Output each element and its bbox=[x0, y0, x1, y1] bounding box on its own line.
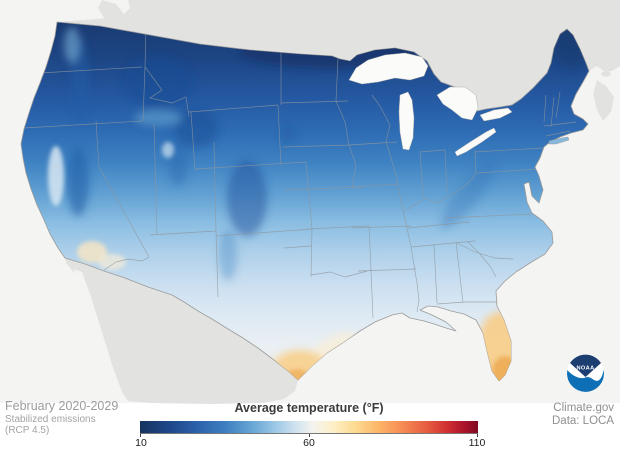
noaa-logo-text: NOAA bbox=[576, 366, 594, 372]
prince-edward-island bbox=[601, 71, 611, 77]
noaa-logo-wave bbox=[566, 369, 604, 392]
long-island bbox=[548, 136, 570, 145]
lake-erie bbox=[454, 127, 497, 157]
colorbar-tick-max bbox=[477, 434, 478, 437]
mexico-landmass bbox=[65, 258, 298, 404]
lake-huron bbox=[436, 86, 479, 121]
nova-scotia bbox=[593, 80, 614, 121]
canada-landmass bbox=[57, 0, 620, 111]
colorbar-title: Average temperature (°F) bbox=[234, 401, 384, 415]
lake-ontario bbox=[479, 107, 513, 122]
noaa-logo: NOAA bbox=[566, 354, 604, 392]
lake-superior bbox=[348, 52, 429, 85]
great-lakes bbox=[348, 52, 513, 157]
data-source-credit: Data: LOCA bbox=[552, 415, 614, 427]
scenario-label-line1: Stabilized emissions bbox=[5, 414, 96, 425]
colorbar-tick-mid bbox=[309, 434, 310, 437]
lake-michigan bbox=[398, 91, 415, 151]
colorbar-tick-min bbox=[140, 434, 141, 437]
climate-gov-credit: Climate.gov bbox=[553, 402, 614, 414]
colorbar-label-max: 110 bbox=[468, 437, 486, 449]
period-label: February 2020-2029 bbox=[5, 399, 119, 413]
noaa-logo-fan bbox=[570, 354, 601, 377]
colorbar-label-mid: 60 bbox=[303, 437, 315, 449]
colorbar-label-min: 10 bbox=[135, 437, 147, 449]
colorbar-gradient bbox=[140, 421, 478, 434]
vancouver-island bbox=[98, 0, 128, 36]
gulf-of-california bbox=[74, 269, 121, 397]
scenario-label-line2: (RCP 4.5) bbox=[5, 425, 50, 436]
state-borders bbox=[23, 25, 577, 319]
